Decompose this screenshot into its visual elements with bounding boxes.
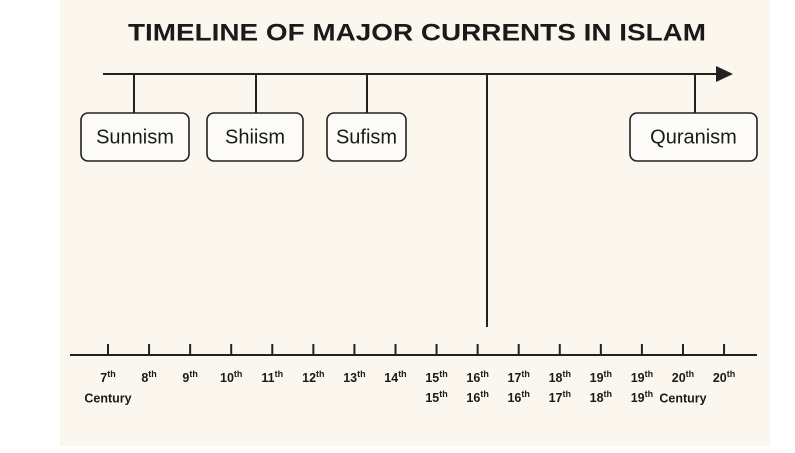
- current-box: [629, 112, 758, 162]
- current-label: Shiism: [225, 126, 285, 148]
- tick-label: 13th: [343, 369, 365, 385]
- tick-sublabel: 15th: [425, 389, 447, 405]
- current-box: [80, 112, 190, 162]
- tick-label: 9th: [182, 369, 197, 385]
- ordinal-suffix: th: [148, 369, 157, 379]
- ordinal-number: 14: [384, 371, 398, 385]
- ordinal-number: 19: [631, 371, 645, 385]
- tick-label: 7th: [100, 369, 115, 385]
- tick-label: 10th: [220, 369, 242, 385]
- tick-label: 12th: [302, 369, 324, 385]
- ordinal-number: 10: [220, 371, 234, 385]
- tick-label: 19th: [590, 369, 612, 385]
- tick-label: 8th: [141, 369, 156, 385]
- tick-sublabel: Century: [659, 391, 706, 405]
- current-label: Quranism: [650, 126, 737, 148]
- arrow-head: [716, 66, 733, 82]
- ordinal-number: 9: [182, 371, 189, 385]
- ordinal-suffix: th: [521, 369, 530, 379]
- ordinal-number: 16: [466, 371, 480, 385]
- tick-label: 17th: [507, 369, 529, 385]
- tick-sublabel: 16th: [507, 389, 529, 405]
- tick-label: 18th: [549, 369, 571, 385]
- ordinal-suffix: th: [107, 369, 116, 379]
- tick-label: 20th: [713, 369, 735, 385]
- ordinal-number: 18: [549, 371, 563, 385]
- ordinal-suffix: th: [727, 369, 736, 379]
- tick-label: 20th: [672, 369, 694, 385]
- tick-sublabel: 16th: [466, 389, 488, 405]
- ordinal-suffix: th: [357, 369, 366, 379]
- ordinal-number: 18: [590, 391, 604, 405]
- ordinal-suffix: th: [562, 389, 571, 399]
- tick-sublabel: Century: [84, 391, 131, 405]
- ordinal-suffix: th: [686, 369, 695, 379]
- ordinal-suffix: th: [439, 369, 448, 379]
- ordinal-number: 8: [141, 371, 148, 385]
- tick-sublabel: 17th: [549, 389, 571, 405]
- ordinal-suffix: th: [439, 389, 448, 399]
- current-box: [206, 112, 304, 162]
- ordinal-suffix: th: [604, 389, 613, 399]
- ordinal-number: 17: [507, 371, 521, 385]
- ordinal-suffix: th: [316, 369, 325, 379]
- ordinal-suffix: th: [562, 369, 571, 379]
- ordinal-number: 16: [466, 391, 480, 405]
- ordinal-number: 17: [549, 391, 563, 405]
- current-label: Sunnism: [96, 126, 174, 148]
- ordinal-suffix: th: [234, 369, 243, 379]
- tick-label: 16th: [466, 369, 488, 385]
- ordinal-suffix: th: [645, 369, 654, 379]
- ordinal-suffix: th: [275, 369, 284, 379]
- ordinal-suffix: th: [480, 389, 489, 399]
- ordinal-number: 19: [590, 371, 604, 385]
- ordinal-suffix: th: [645, 389, 654, 399]
- ordinal-suffix: th: [398, 369, 407, 379]
- title: TIMELINE OF MAJOR CURRENTS IN ISLAM: [128, 19, 706, 46]
- ordinal-number: 15: [425, 391, 439, 405]
- ordinal-number: 20: [672, 371, 686, 385]
- tick-sublabel: 18th: [590, 389, 612, 405]
- ordinal-number: 15: [425, 371, 439, 385]
- ordinal-suffix: th: [521, 389, 530, 399]
- ordinal-number: 13: [343, 371, 357, 385]
- ordinal-number: 19: [631, 391, 645, 405]
- ordinal-suffix: th: [480, 369, 489, 379]
- ordinal-number: 16: [507, 391, 521, 405]
- tick-label: 15th: [425, 369, 447, 385]
- tick-sublabel: 19th: [631, 389, 653, 405]
- ordinal-suffix: th: [604, 369, 613, 379]
- tick-label: 11th: [261, 369, 283, 385]
- ordinal-suffix: th: [189, 369, 198, 379]
- background: [60, 0, 770, 446]
- current-label: Sufism: [336, 126, 397, 148]
- ordinal-number: 12: [302, 371, 316, 385]
- current-box: [326, 112, 407, 162]
- tick-label: 19th: [631, 369, 653, 385]
- ordinal-number: 11: [261, 371, 274, 385]
- ordinal-number: 20: [713, 371, 727, 385]
- tick-label: 14th: [384, 369, 406, 385]
- ordinal-number: 7: [100, 371, 107, 385]
